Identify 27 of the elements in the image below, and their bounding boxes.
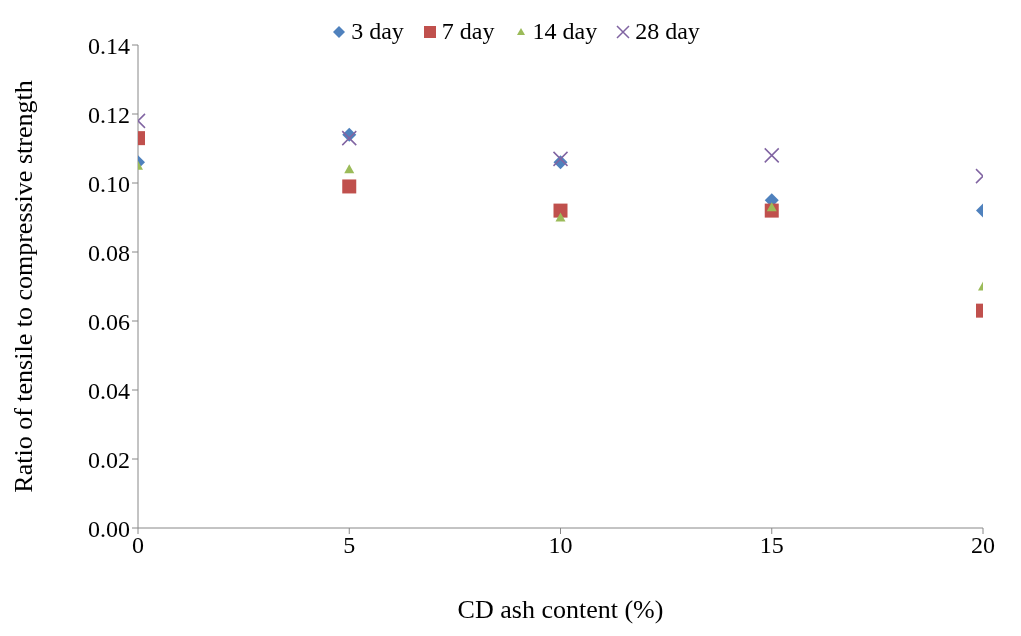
x-axis-title: CD ash content (%) [457,595,664,624]
point [552,151,569,167]
point [341,130,357,146]
y-tick-label: 0.14 [88,32,130,59]
x-tick-label: 0 [132,532,144,559]
legend-label: 28 day [635,18,700,45]
legend-label: 7 day [441,18,495,45]
y-tick-label: 0.02 [88,446,130,473]
x-tick-label: 10 [548,532,573,559]
y-tick-label: 0.06 [88,308,130,335]
y-tick-label: 0.04 [88,377,130,404]
point [764,147,780,164]
legend-label: 3 day [351,18,404,45]
y-tick-label: 0.12 [88,101,130,128]
point [766,202,777,212]
y-tick-label: 0.08 [88,239,130,266]
y-axis-title: Ratio of tensile to compressive strength [9,80,39,493]
point [344,164,355,174]
point [342,179,357,194]
y-tick-label: 0.10 [88,170,130,197]
x-tick-label: 15 [759,532,784,559]
legend-label: 14 day [532,18,598,45]
point [555,212,566,222]
y-tick-label: 0.00 [88,515,130,542]
point [553,203,568,218]
x-tick-label: 20 [971,532,995,559]
x-tick-label: 5 [343,532,356,559]
